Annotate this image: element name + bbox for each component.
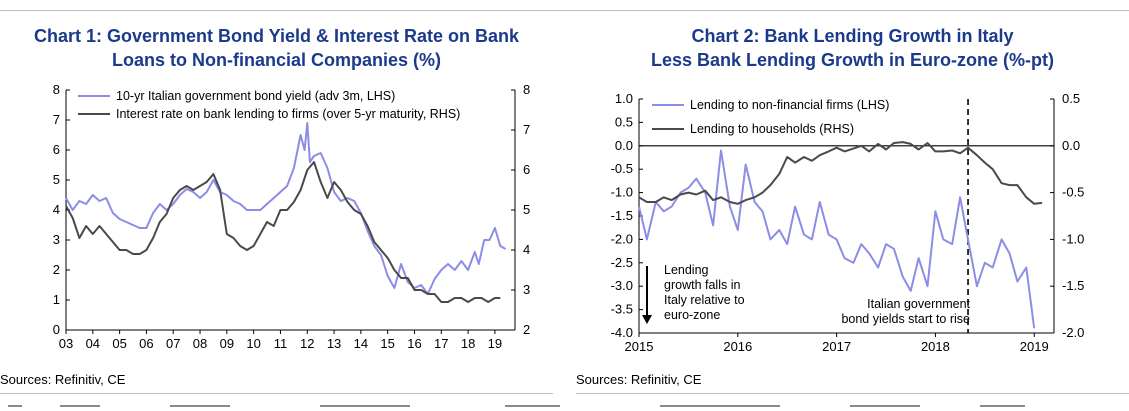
chart-1-legend-label-2: Interest rate on bank lending to firms (… (116, 107, 460, 121)
chart-2-annotation-right-line-1: Italian government (867, 297, 970, 311)
chart-1-y-left-tick-label: 7 (53, 112, 60, 127)
chart-2-x-tick-label: 2018 (921, 339, 950, 354)
chart-2-y-left-tick-label: 0.5 (615, 114, 633, 129)
chart-1-bottom-rule (0, 393, 553, 394)
chart-2-y-left-tick-label: -4.0 (611, 325, 633, 340)
chart-2-series-2-line (638, 141, 1043, 205)
chart-1-x-tick-label: 15 (380, 336, 394, 351)
chart-2-source: Sources: Refinitiv, CE (576, 372, 702, 387)
chart-1-y-left-tick-label: 8 (53, 84, 60, 97)
chart-1-title-line-1: Chart 1: Government Bond Yield & Interes… (33, 26, 520, 46)
chart-2-y-right-tick-label: -1.5 (1062, 278, 1084, 293)
chart-2-title: Chart 2: Bank Lending Growth in Italy Le… (576, 24, 1129, 72)
chart-1-title: Chart 1: Government Bond Yield & Interes… (0, 24, 553, 72)
chart-1-y-right-tick-label: 7 (523, 122, 530, 137)
chart-1-x-tick-label: 06 (139, 336, 153, 351)
chart-2-y-left-tick-label: 1.0 (615, 91, 633, 106)
chart-1-title-line-2: Loans to Non-financial Companies (%) (111, 50, 442, 70)
chart-1-x-tick-label: 14 (354, 336, 368, 351)
chart-2-arrow-head (642, 315, 652, 324)
chart-2-y-left-tick-label: -1.5 (611, 208, 633, 223)
chart-2-annotation-left-line-1: Lending (664, 263, 709, 277)
chart-1-series-1-line (65, 122, 507, 295)
chart-1-x-tick-label: 03 (59, 336, 73, 351)
chart-1-x-tick-label: 19 (488, 336, 502, 351)
chart-2-panel: Chart 2: Bank Lending Growth in Italy Le… (576, 14, 1129, 394)
chart-1-series-2-line (65, 161, 501, 303)
chart-1-panel: Chart 1: Government Bond Yield & Interes… (0, 14, 553, 394)
chart-2-x-tick-label: 2016 (723, 339, 752, 354)
top-rule (0, 10, 1129, 11)
chart-2-y-left-tick-label: -3.0 (611, 278, 633, 293)
chart-2-y-left-tick-label: -2.0 (611, 231, 633, 246)
chart-2-y-left-tick-label: -1.0 (611, 185, 633, 200)
chart-2-annotation-left-line-3: Italy relative to (664, 293, 745, 307)
chart-1-source: Sources: Refinitiv, CE (0, 372, 126, 387)
chart-2-y-right-tick-label: -2.0 (1062, 325, 1084, 340)
chart-2-annotation-left-line-4: euro-zone (664, 308, 720, 322)
chart-2-x-tick-label: 2017 (822, 339, 851, 354)
chart-1-legend-label-1: 10-yr Italian government bond yield (adv… (116, 89, 395, 103)
chart-1-y-left-tick-label: 4 (53, 202, 60, 217)
chart-1-y-right-tick-label: 4 (523, 242, 530, 257)
chart-1-y-left-tick-label: 1 (53, 292, 60, 307)
chart-2-y-right-tick-label: -1.0 (1062, 231, 1084, 246)
chart-1-y-right-tick-label: 8 (523, 84, 530, 97)
chart-1-x-tick-label: 12 (300, 336, 314, 351)
chart-1-x-tick-label: 18 (461, 336, 475, 351)
chart-1-x-tick-label: 11 (274, 336, 288, 351)
chart-2-series-1-line (638, 149, 1036, 329)
chart-2-x-tick-label: 2019 (1020, 339, 1049, 354)
chart-2-annotation-left-line-2: growth falls in (664, 278, 740, 292)
chart-1-x-tick-label: 08 (193, 336, 207, 351)
chart-1-y-left-tick-label: 5 (53, 172, 60, 187)
chart-1-y-left-tick-label: 3 (53, 232, 60, 247)
chart-1-x-tick-label: 07 (166, 336, 180, 351)
chart-2-title-line-1: Chart 2: Bank Lending Growth in Italy (691, 26, 1014, 46)
chart-2-y-right-tick-label: 0.5 (1062, 91, 1080, 106)
chart-2-title-line-2: Less Bank Lending Growth in Euro-zone (%… (651, 50, 1054, 70)
chart-1-y-right-tick-label: 3 (523, 282, 530, 297)
next-page-edge (0, 404, 1129, 411)
chart-1-x-tick-label: 10 (246, 336, 260, 351)
chart-1-x-tick-label: 09 (220, 336, 234, 351)
chart-2-y-right-tick-label: 0.0 (1062, 138, 1080, 153)
chart-1-y-left-tick-label: 2 (53, 262, 60, 277)
chart-1-y-left-tick-label: 6 (53, 142, 60, 157)
chart-1-y-right-tick-label: 5 (523, 202, 530, 217)
chart-2-x-tick-label: 2015 (625, 339, 654, 354)
chart-1-x-tick-label: 05 (112, 336, 126, 351)
chart-2-y-left-tick-label: -2.5 (611, 255, 633, 270)
chart-1-y-right-tick-label: 6 (523, 162, 530, 177)
chart-1-x-tick-label: 17 (434, 336, 448, 351)
chart-1-x-tick-label: 13 (327, 336, 341, 351)
chart-2-legend-label-1: Lending to non-financial firms (LHS) (690, 98, 889, 112)
chart-2-y-left-tick-label: -0.5 (611, 161, 633, 176)
chart-1-y-left-tick-label: 0 (53, 322, 60, 337)
chart-1-x-tick-label: 04 (86, 336, 100, 351)
chart-2-y-right-tick-label: -0.5 (1062, 185, 1084, 200)
chart-2-annotation-right-line-2: bond yields start to rise (841, 312, 970, 326)
chart-2-legend-label-2: Lending to households (RHS) (690, 122, 854, 136)
chart-2-bottom-rule (576, 393, 1129, 394)
chart-2-y-left-tick-label: -3.5 (611, 302, 633, 317)
chart-2-y-left-tick-label: 0.0 (615, 138, 633, 153)
chart-1-x-tick-label: 16 (407, 336, 421, 351)
chart-2-plot: 1.0 0.5 0.0 -0.5 -1.0 -1.5 -2.0 -2.5 -3.0 -3.5 -4.… (611, 91, 1085, 354)
chart-1-y-right-tick-label: 2 (523, 322, 530, 337)
